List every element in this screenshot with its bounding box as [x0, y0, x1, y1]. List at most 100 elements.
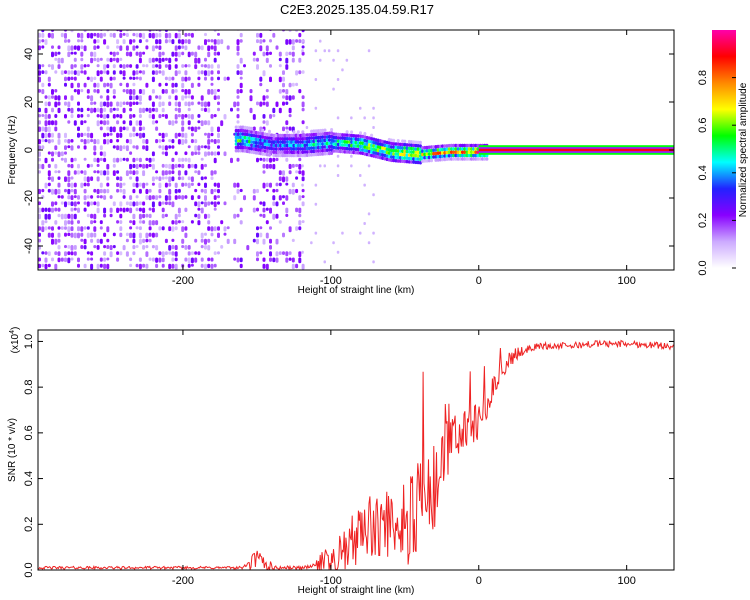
heatmap-cell: [135, 263, 139, 268]
heatmap-cell: [135, 101, 139, 105]
heatmap-cell: [155, 245, 159, 251]
heatmap-cell: [171, 176, 175, 182]
heatmap-cell: [299, 133, 303, 138]
heatmap-cell: [103, 107, 107, 112]
heatmap-cell: [132, 157, 136, 163]
heatmap-cell: [262, 207, 266, 213]
heatmap-cell: [407, 160, 411, 164]
heatmap-cell: [64, 176, 67, 182]
heatmap-cell: [184, 76, 188, 82]
heatmap-cell: [106, 95, 110, 101]
heatmap-cell: [259, 251, 263, 255]
heatmap-cell: [64, 145, 67, 150]
heatmap-cell: [204, 195, 207, 201]
heatmap-cell: [168, 32, 172, 39]
heatmap-cell: [236, 188, 240, 194]
heatmap-cell: [177, 220, 181, 224]
heatmap-cell: [256, 101, 259, 106]
heatmap-cell: [282, 251, 285, 255]
heatmap-cell: [410, 156, 413, 161]
heatmap-cell: [197, 170, 201, 175]
heatmap-cell: [142, 89, 146, 95]
heatmap-cell: [303, 153, 307, 158]
heatmap-cell: [438, 151, 442, 155]
heatmap-cell: [93, 151, 97, 156]
heatmap-cell: [38, 207, 41, 213]
heatmap-cell: [96, 32, 100, 38]
heatmap-y-axis-label: Frequency (Hz): [7, 116, 18, 185]
heatmap-cell: [177, 45, 181, 50]
heatmap-cell: [307, 133, 311, 137]
heatmap-cell: [467, 157, 471, 161]
heatmap-cell: [83, 201, 87, 205]
heatmap-cell: [472, 153, 476, 158]
heatmap-cell: [414, 140, 418, 144]
heatmap-cell: [274, 140, 278, 144]
heatmap-cell: [200, 188, 204, 193]
heatmap-cell: [181, 126, 185, 132]
heatmap-cell: [73, 195, 77, 199]
heatmap-cell: [181, 182, 185, 187]
heatmap-cell: [272, 195, 276, 201]
heatmap-cell: [301, 250, 304, 254]
heatmap-cell: [290, 140, 294, 144]
heatmap-cell: [204, 182, 207, 188]
heatmap-cell: [204, 213, 207, 219]
heatmap-cell: [38, 157, 41, 162]
heatmap-cell: [60, 157, 64, 161]
heatmap-cell: [41, 132, 45, 139]
heatmap-cell: [272, 32, 276, 38]
heatmap-cell: [269, 39, 272, 43]
heatmap-cell: [64, 201, 67, 208]
heatmap-cell: [210, 76, 214, 81]
heatmap-cell: [96, 107, 100, 113]
heatmap-cell: [64, 232, 67, 237]
heatmap-cell: [122, 207, 126, 213]
heatmap-cell: [129, 163, 133, 170]
heatmap-cell: [288, 163, 292, 170]
heatmap-cell: [80, 51, 84, 57]
heatmap-cell: [305, 136, 309, 141]
heatmap-cell: [204, 151, 207, 157]
heatmap-cell: [64, 226, 67, 230]
heatmap-cell: [168, 163, 172, 169]
heatmap-cell: [210, 263, 214, 269]
heatmap-cell: [54, 201, 58, 206]
heatmap-cell: [177, 163, 181, 168]
heatmap-cell: [47, 182, 51, 187]
heatmap-cell: [323, 152, 327, 156]
heatmap-cell: [77, 114, 80, 118]
heatmap-cell: [90, 132, 94, 139]
heatmap-cell: [142, 263, 146, 268]
heatmap-cell: [106, 226, 110, 233]
heatmap-cell: [252, 188, 256, 194]
heatmap-cell: [336, 142, 340, 147]
heatmap-cell: [288, 137, 291, 141]
figure-title: C2E3.2025.135.04.59.R17: [280, 2, 434, 17]
heatmap-cell: [200, 157, 204, 161]
snr-background: [38, 330, 674, 570]
heatmap-cell: [405, 149, 409, 154]
heatmap-cell: [319, 58, 322, 62]
heatmap-cell: [77, 132, 80, 138]
heatmap-cell: [265, 207, 269, 211]
heatmap-cell: [347, 150, 351, 154]
heatmap-cell: [345, 140, 349, 144]
heatmap-cell: [122, 182, 126, 186]
heatmap-cell: [461, 143, 464, 148]
heatmap-cell: [276, 137, 280, 141]
heatmap-cell: [96, 238, 100, 244]
heatmap-cell: [272, 147, 276, 151]
heatmap-cell: [148, 226, 152, 231]
heatmap-cell: [301, 195, 305, 199]
heatmap-cell: [93, 170, 97, 174]
heatmap-cell: [190, 95, 194, 100]
heatmap-cell: [469, 150, 473, 154]
heatmap-cell: [474, 147, 478, 151]
heatmap-cell: [64, 30, 67, 32]
heatmap-cell: [336, 146, 340, 150]
heatmap-cell: [116, 220, 120, 224]
heatmap-cell: [269, 163, 272, 169]
heatmap-cell: [301, 70, 305, 74]
heatmap-cell: [343, 150, 347, 154]
